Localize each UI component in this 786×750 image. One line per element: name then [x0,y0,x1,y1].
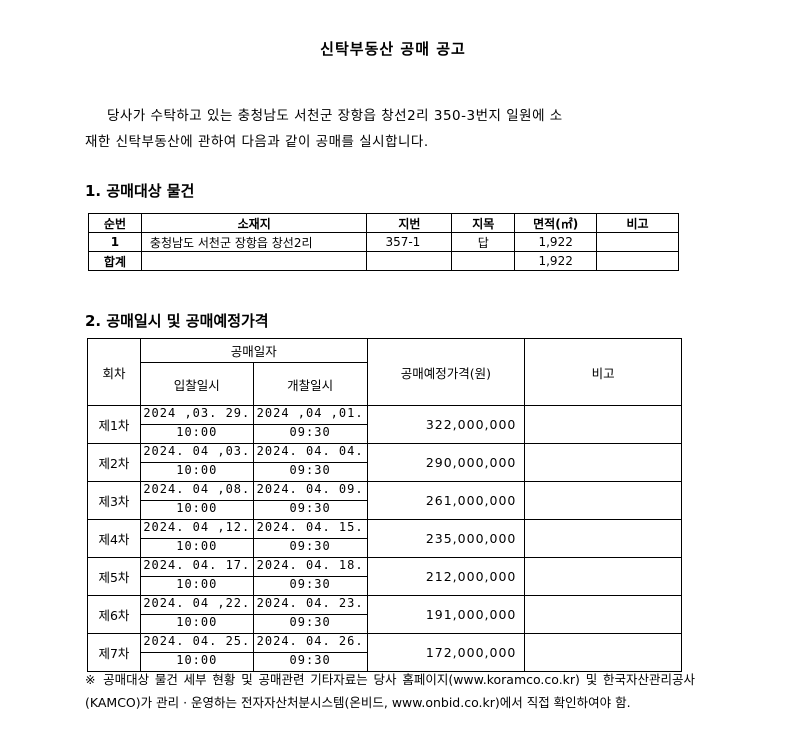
header-location: 소재지 [140,213,368,233]
bid-time: 10:00 [176,501,218,515]
open-date: 2024. 04. 15. [253,520,367,539]
cell-price: 235,000,000 [366,519,526,558]
table-row: 1 충청남도 서천군 장항읍 창선2리 357-1 답 1,922 [88,232,679,252]
open-time: 09:30 [289,463,331,477]
cell-price: 290,000,000 [366,443,526,482]
intro-line-2: 재한 신탁부동산에 관하여 다음과 같이 공매를 실시합니다. [85,134,429,150]
bid-date: 2024. 04. 25. [140,634,253,653]
bid-time: 10:00 [176,577,218,591]
open-date: 2024 ,04 ,01. [253,406,367,425]
cell-round: 제7차 [87,633,141,672]
header-price: 공매예정가격(원) [366,338,526,406]
cell-note [524,481,682,520]
header-open: 개찰일시 [252,362,368,406]
open-time: 09:30 [289,539,331,553]
open-date: 2024. 04. 09. [253,482,367,501]
header-category: 지목 [451,213,516,233]
header-note: 비고 [596,213,679,233]
header-bid: 입찰일시 [139,362,254,406]
cell-price: 322,000,000 [366,405,526,444]
total-label: 합계 [88,251,142,271]
cell-note [524,443,682,482]
open-date: 2024. 04. 04. [253,444,367,463]
total-area: 1,922 [514,251,598,271]
table-row: 제7차 2024. 04. 25. 10:00 2024. 04. 26. 09:3… [87,633,682,672]
cell-round: 제1차 [87,405,141,444]
bid-date: 2024 ,03. 29. [140,406,253,425]
open-time: 09:30 [289,653,331,667]
cell-lot: 357-1 [366,232,453,252]
bid-time: 10:00 [176,653,218,667]
open-date: 2024. 04. 18. [253,558,367,577]
bid-date: 2024. 04 ,12. [140,520,253,539]
cell-note [524,519,682,558]
bid-date: 2024. 04 ,03. [140,444,253,463]
cell-round: 제5차 [87,557,141,596]
header-note: 비고 [524,338,682,406]
cell-area: 1,922 [514,232,598,252]
open-date: 2024. 04. 26. [253,634,367,653]
bid-time: 10:00 [176,463,218,477]
header-lot: 지번 [366,213,453,233]
bid-time: 10:00 [176,425,218,439]
table-subheader-row: 입찰일시 개찰일시 [88,362,682,406]
cell-price: 261,000,000 [366,481,526,520]
cell-note [524,405,682,444]
intro-line-1: 당사가 수탁하고 있는 충청남도 서천군 장항읍 창선2리 350-3번지 일원… [107,108,563,124]
cell-note [596,232,679,252]
footnote: ※ 공매대상 물건 세부 현황 및 공매관련 기타자료는 당사 홈페이지(www… [85,672,695,710]
open-time: 09:30 [289,501,331,515]
table-row: 제2차 2024. 04 ,03. 10:00 2024. 04. 04. 09:3… [87,443,682,482]
property-table: 순번 소재지 지번 지목 면적(㎡) 비고 1 충청남도 서천군 장항읍 창선2… [88,213,679,271]
table-header-row: 순번 소재지 지번 지목 면적(㎡) 비고 [88,213,679,233]
header-date-group: 공매일자 [139,338,368,363]
table-header-row: 회차 공매일자 공매예정가격(원) 비고 [87,338,682,406]
open-time: 09:30 [289,615,331,629]
cell-round: 제3차 [87,481,141,520]
cell-category: 답 [451,232,516,252]
table-row: 제5차 2024. 04. 17. 10:00 2024. 04. 18. 09:3… [87,557,682,596]
bid-date: 2024. 04 ,08. [140,482,253,501]
cell-note [524,595,682,634]
section1-heading: 1. 공매대상 물건 [85,182,195,200]
total-row: 합계 1,922 [88,251,679,271]
cell-round: 제4차 [87,519,141,558]
bid-time: 10:00 [176,539,218,553]
open-time: 09:30 [289,425,331,439]
header-round: 회차 [87,338,141,406]
table-row: 제1차 2024 ,03. 29. 10:00 2024 ,04 ,01. 09:3… [87,405,682,444]
cell-note [524,633,682,672]
cell-round: 제6차 [87,595,141,634]
cell-round: 제2차 [87,443,141,482]
bid-date: 2024. 04 ,22. [140,596,253,615]
table-row: 제6차 2024. 04 ,22. 10:00 2024. 04. 23. 09:3… [87,595,682,634]
cell-price: 172,000,000 [366,633,526,672]
header-area: 면적(㎡) [514,213,598,233]
auction-schedule-table: 회차 공매일자 공매예정가격(원) 비고 입찰일시 개찰일시 제1차 2024 … [87,338,682,672]
header-no: 순번 [88,213,142,233]
bid-date: 2024. 04. 17. [140,558,253,577]
cell-note [524,557,682,596]
open-time: 09:30 [289,577,331,591]
cell-price: 191,000,000 [366,595,526,634]
table-row: 제4차 2024. 04 ,12. 10:00 2024. 04. 15. 09:3… [87,519,682,558]
table-row: 제3차 2024. 04 ,08. 10:00 2024. 04. 09. 09:3… [87,481,682,520]
open-date: 2024. 04. 23. [253,596,367,615]
page-title: 신탁부동산 공매 공고 [320,40,466,58]
bid-time: 10:00 [176,615,218,629]
cell-price: 212,000,000 [366,557,526,596]
section2-heading: 2. 공매일시 및 공매예정가격 [85,312,269,330]
cell-location: 충청남도 서천군 장항읍 창선2리 [140,232,368,252]
cell-no: 1 [88,232,142,252]
